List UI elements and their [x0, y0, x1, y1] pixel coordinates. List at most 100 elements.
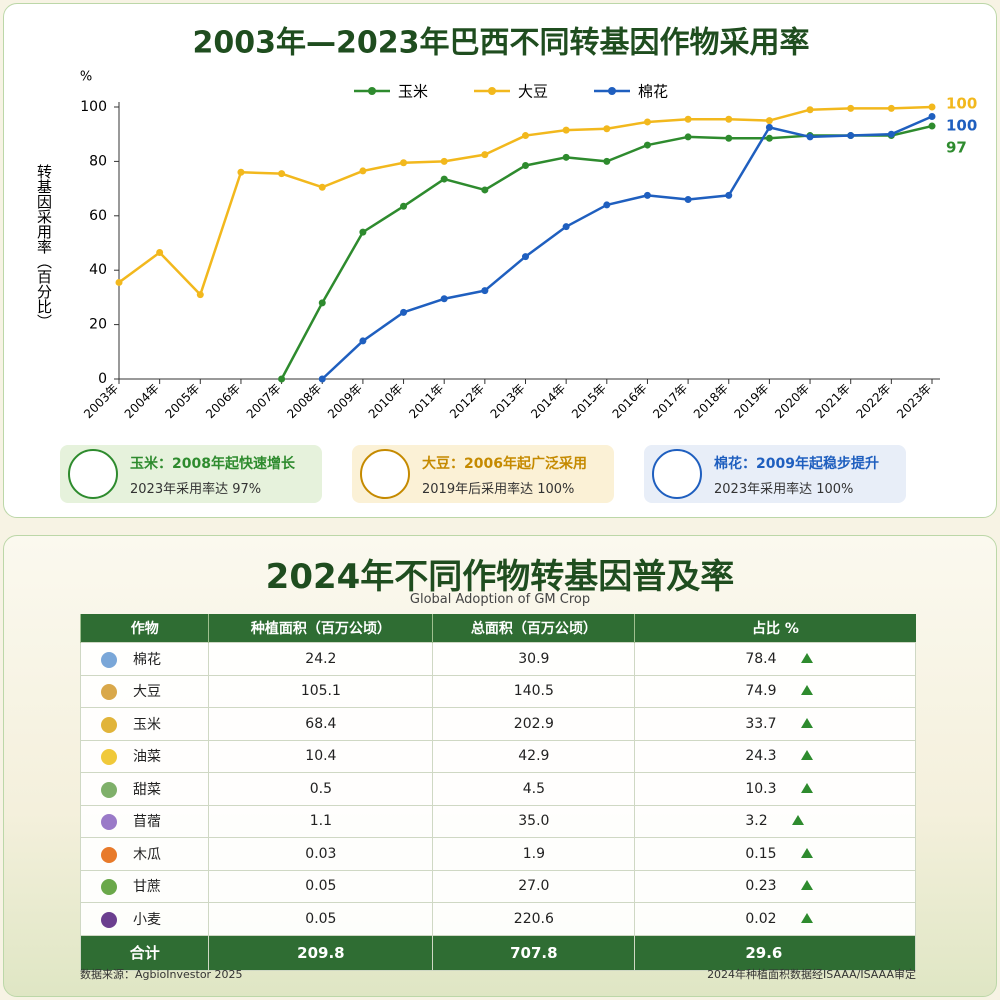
end-label: 97 — [946, 139, 967, 157]
crop-icon — [101, 716, 117, 733]
total-cell: 707.8 — [432, 934, 636, 971]
table-cell: 105.1 — [208, 674, 434, 708]
table-cell: 27.0 — [432, 869, 636, 903]
data-point — [684, 115, 692, 123]
x-tick-label: 2012年 — [447, 381, 487, 421]
up-arrow — [800, 652, 813, 663]
data-point — [359, 337, 367, 345]
data-point — [928, 113, 936, 121]
data-point — [725, 115, 733, 123]
highlight-title: 棉花：2009年起稳步提升 — [714, 456, 879, 472]
up-arrow — [800, 782, 813, 793]
cell-text: 10.3 — [745, 780, 777, 797]
table-cell: 0.03 — [208, 837, 434, 871]
x-tick-label: 2021年 — [813, 381, 853, 421]
cell-text: 3.2 — [745, 813, 768, 830]
table-row: 甜菜 0.5 4.5 10.3 — [79, 772, 916, 806]
y-axis-label: 转基因采用率（百分比） — [35, 164, 53, 329]
table-cell: 0.15 — [634, 837, 916, 871]
table-cell: 10.3 — [634, 772, 916, 806]
highlight-icon — [652, 449, 702, 499]
highlight: 棉花：2009年起稳步提升 2023年采用率达 100% — [644, 445, 906, 503]
y-tick-label: 20 — [89, 317, 107, 333]
table-cell: 42.9 — [432, 739, 636, 773]
data-point — [643, 141, 651, 149]
table-cell: 0.5 — [208, 772, 434, 806]
up-arrow — [800, 847, 813, 858]
chart-title: 2003年—2023年巴西不同转基因作物采用率 — [193, 26, 810, 61]
table-row: 棉花 24.2 30.9 78.4 — [79, 642, 916, 676]
cell-text: 35.0 — [518, 813, 550, 830]
cell-text: 0.5 — [309, 780, 332, 797]
table-subtitle: Global Adoption of GM Crop — [409, 592, 591, 607]
y-tick-label: 100 — [80, 99, 107, 115]
highlight-text: 2023年采用率达 97% — [130, 482, 262, 497]
table-cell: 甜菜 — [79, 772, 210, 806]
data-point — [359, 167, 367, 175]
data-point — [643, 118, 651, 126]
table-cell: 30.9 — [432, 642, 636, 676]
cell-text: 玉米 — [133, 716, 161, 733]
crop-icon — [101, 684, 117, 701]
cell-text: 10.4 — [305, 748, 337, 765]
x-tick-label: 2008年 — [284, 381, 324, 421]
x-tick-label: 2019年 — [732, 381, 772, 421]
cell-text: 33.7 — [745, 715, 777, 732]
header-cell: 占比 % — [634, 614, 916, 643]
cell-text: 105.1 — [300, 683, 341, 700]
table-cell: 小麦 — [79, 902, 210, 936]
x-tick-label: 2007年 — [244, 381, 284, 421]
crop-icon — [101, 879, 117, 896]
x-tick-label: 2010年 — [366, 381, 406, 421]
crop-icon — [101, 781, 117, 798]
series-line — [321, 115, 933, 380]
table-cell: 0.05 — [208, 902, 434, 936]
table-cell: 1.9 — [432, 837, 636, 871]
crop-icon — [101, 814, 117, 831]
x-tick-label: 2011年 — [406, 381, 446, 421]
table-row: 油菜 10.4 42.9 24.3 — [79, 739, 916, 773]
up-arrow — [800, 685, 813, 696]
table-cell: 0.02 — [634, 902, 916, 936]
table-cell: 0.23 — [634, 869, 916, 903]
y-tick-label: 80 — [89, 153, 107, 169]
cell-text: 0.05 — [305, 910, 337, 927]
data-point — [440, 175, 448, 183]
cell-text: 甘蔗 — [133, 879, 161, 896]
legend-label: 玉米 — [398, 83, 428, 101]
highlight-title: 大豆：2006年起广泛采用 — [422, 456, 587, 472]
legend-dot — [368, 87, 376, 95]
up-arrow — [791, 815, 804, 826]
data-point — [725, 191, 733, 199]
total-cell: 209.8 — [208, 934, 434, 971]
x-tick-label: 2014年 — [528, 381, 568, 421]
cell-text: 油菜 — [133, 749, 161, 766]
table-row: 甘蔗 0.05 27.0 0.23 — [79, 869, 916, 903]
header-row: 作物 种植面积（百万公顷） 总面积（百万公顷） 占比 % — [79, 614, 916, 643]
end-label: 100 — [946, 117, 977, 135]
cell-text: 24.2 — [305, 650, 337, 667]
table-row: 大豆 105.1 140.5 74.9 — [79, 674, 916, 708]
data-point — [522, 132, 529, 140]
data-point — [928, 122, 936, 130]
table-cell: 大豆 — [79, 674, 210, 708]
cell-text: 42.9 — [518, 748, 550, 765]
table-cell: 油菜 — [79, 739, 210, 773]
table-cell: 74.9 — [634, 674, 916, 708]
cell-text: 甜菜 — [133, 781, 161, 798]
data-point — [440, 157, 448, 165]
cell-text: 苜蓿 — [133, 814, 161, 831]
up-arrow — [800, 912, 813, 923]
up-arrow — [800, 750, 813, 761]
y-tick-label: 40 — [89, 262, 107, 278]
cell-text: 小麦 — [133, 911, 161, 928]
data-point — [562, 153, 570, 161]
legend-label: 棉花 — [638, 83, 668, 101]
table-cell: 202.9 — [432, 707, 636, 741]
data-point — [196, 291, 204, 299]
crop-icon — [101, 911, 117, 928]
data-point — [237, 168, 245, 176]
data-point — [928, 103, 936, 111]
data-point — [847, 132, 855, 140]
table-cell: 棉花 — [79, 642, 210, 676]
